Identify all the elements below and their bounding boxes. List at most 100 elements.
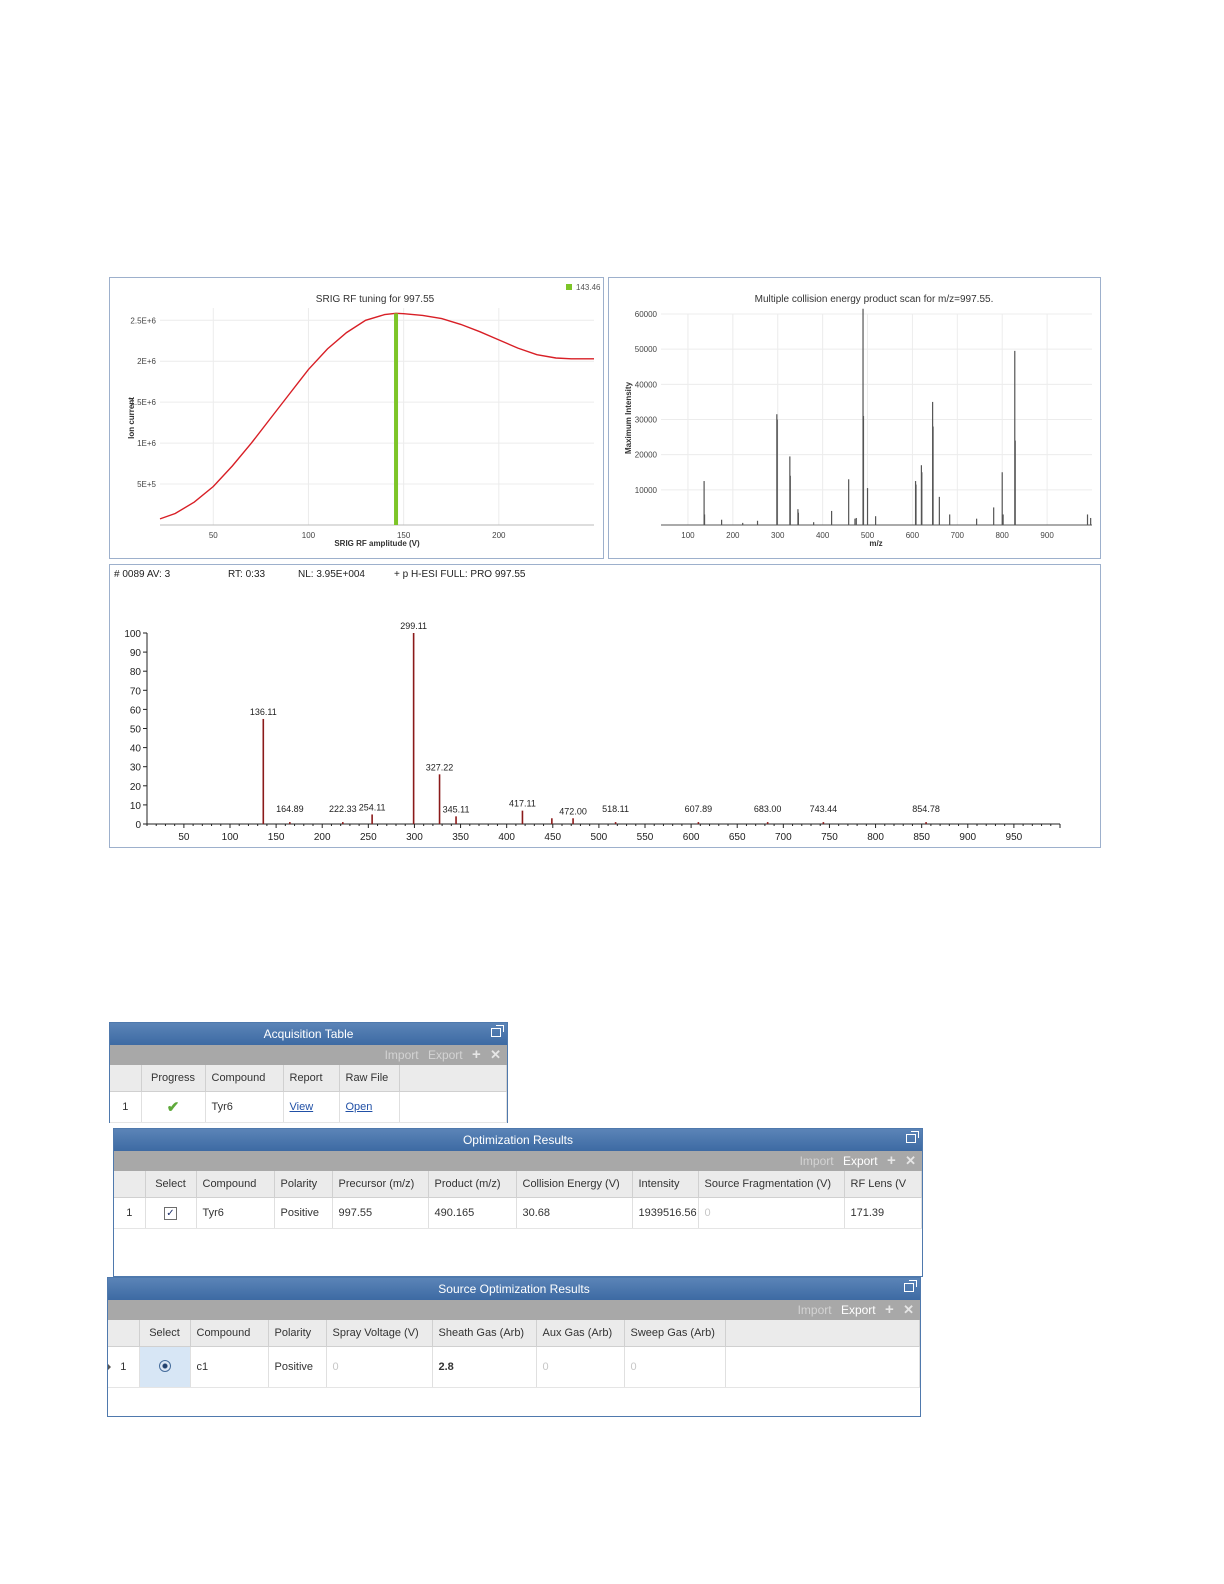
peak-label: 136.11 <box>250 707 277 717</box>
row-number: 1 <box>120 1361 127 1373</box>
col-header-rownum <box>110 1065 142 1092</box>
x-tick-label: 100 <box>222 832 239 843</box>
product-cell[interactable]: 490.165 <box>428 1197 517 1229</box>
restore-window-icon[interactable] <box>906 1131 919 1143</box>
chart-title: SRIG RF tuning for 997.55 <box>316 294 435 305</box>
col-header-rownum <box>108 1320 140 1347</box>
scan-number: # 0089 AV: 3 <box>114 569 171 580</box>
peak-label: 254.11 <box>359 802 386 812</box>
close-icon[interactable]: ✕ <box>903 1302 914 1317</box>
add-icon[interactable]: + <box>886 1152 896 1169</box>
y-tick-label: 2E+6 <box>137 357 156 366</box>
col-header-report[interactable]: Report <box>283 1065 340 1092</box>
col-header-polarity[interactable]: Polarity <box>274 1171 333 1198</box>
col-header-precursor[interactable]: Precursor (m/z) <box>332 1171 429 1198</box>
aux-gas-cell[interactable]: 0 <box>536 1346 625 1388</box>
col-header-raw-file[interactable]: Raw File <box>339 1065 400 1092</box>
col-header-product[interactable]: Product (m/z) <box>428 1171 517 1198</box>
select-cell <box>139 1346 191 1388</box>
col-header-rownum <box>114 1171 146 1198</box>
precursor-cell[interactable]: 997.55 <box>332 1197 429 1229</box>
table-row[interactable]: 1 ✓ Tyr6 Positive 997.55 490.165 30.68 1… <box>114 1197 922 1229</box>
legend-label: 143.46 <box>576 283 601 292</box>
rf-lens-cell[interactable]: 171.39 <box>844 1197 922 1229</box>
col-header-source-fragmentation[interactable]: Source Fragmentation (V) <box>698 1171 845 1198</box>
table-row[interactable]: 1 ✔ Tyr6 View Open <box>110 1091 507 1123</box>
col-header-select[interactable]: Select <box>139 1320 191 1347</box>
x-tick-label: 700 <box>775 832 792 843</box>
source-fragmentation-cell[interactable]: 0 <box>698 1197 845 1229</box>
col-header-spray-voltage[interactable]: Spray Voltage (V) <box>326 1320 433 1347</box>
x-tick-label: 750 <box>821 832 838 843</box>
sweep-gas-cell[interactable]: 0 <box>624 1346 726 1388</box>
import-button[interactable]: Import <box>384 1048 419 1062</box>
compound-cell[interactable]: Tyr6 <box>205 1091 284 1123</box>
intensity-cell[interactable]: 1939516.56 <box>632 1197 699 1229</box>
source-optimization-header: Source Optimization Results <box>108 1278 920 1300</box>
optimization-toolbar: Import Export + ✕ <box>114 1151 922 1171</box>
col-header-aux-gas[interactable]: Aux Gas (Arb) <box>536 1320 625 1347</box>
source-optimization-title: Source Optimization Results <box>438 1282 590 1296</box>
polarity-cell[interactable]: Positive <box>274 1197 333 1229</box>
y-tick-label: 5E+5 <box>137 480 156 489</box>
export-button[interactable]: Export <box>840 1303 876 1317</box>
sheath-gas-cell[interactable]: 2.8 <box>432 1346 537 1388</box>
y-tick-label: 1E+6 <box>137 439 156 448</box>
export-button[interactable]: Export <box>842 1154 878 1168</box>
peak-label: 345.11 <box>443 804 470 814</box>
x-tick-label: 150 <box>268 832 285 843</box>
x-tick-label: 250 <box>360 832 377 843</box>
col-header-compound[interactable]: Compound <box>190 1320 269 1347</box>
x-tick-label: 350 <box>452 832 469 843</box>
col-header-rf-lens[interactable]: RF Lens (V <box>844 1171 922 1198</box>
y-tick-label: 100 <box>124 629 141 640</box>
add-icon[interactable]: + <box>884 1301 894 1318</box>
view-report-link[interactable]: View <box>289 1101 314 1113</box>
acquisition-table-panel: Acquisition Table Import Export + ✕ Prog… <box>109 1022 508 1123</box>
x-tick-label: 650 <box>729 832 746 843</box>
col-header-filler <box>399 1065 507 1092</box>
select-checkbox[interactable]: ✓ <box>164 1206 177 1220</box>
open-raw-file-link[interactable]: Open <box>345 1101 373 1113</box>
restore-window-icon[interactable] <box>904 1280 917 1292</box>
y-tick-label: 50000 <box>635 345 658 354</box>
y-tick-label: 0 <box>135 820 141 831</box>
export-button[interactable]: Export <box>427 1048 463 1062</box>
col-header-sheath-gas[interactable]: Sheath Gas (Arb) <box>432 1320 537 1347</box>
table-row[interactable]: 1 c1 Positive 0 2.8 0 0 <box>108 1346 920 1388</box>
collision-energy-cell[interactable]: 30.68 <box>516 1197 633 1229</box>
compound-cell[interactable]: c1 <box>190 1346 269 1388</box>
spray-voltage-cell[interactable]: 0 <box>326 1346 433 1388</box>
x-tick-label: 300 <box>406 832 423 843</box>
y-tick-label: 90 <box>130 648 142 659</box>
add-icon[interactable]: + <box>471 1046 481 1063</box>
raw-file-cell: Open <box>339 1091 400 1123</box>
col-header-polarity[interactable]: Polarity <box>268 1320 327 1347</box>
acquisition-toolbar: Import Export + ✕ <box>110 1045 507 1065</box>
x-tick-label: 100 <box>681 531 695 540</box>
import-button[interactable]: Import <box>797 1303 832 1317</box>
x-tick-label: 800 <box>867 832 884 843</box>
col-header-sweep-gas[interactable]: Sweep Gas (Arb) <box>624 1320 726 1347</box>
polarity-cell[interactable]: Positive <box>268 1346 327 1388</box>
y-tick-label: 20000 <box>635 451 658 460</box>
col-header-compound[interactable]: Compound <box>205 1065 284 1092</box>
close-icon[interactable]: ✕ <box>905 1153 916 1168</box>
source-optimization-panel: Source Optimization Results Import Expor… <box>107 1277 921 1417</box>
col-header-select[interactable]: Select <box>145 1171 197 1198</box>
compound-cell[interactable]: Tyr6 <box>196 1197 275 1229</box>
import-button[interactable]: Import <box>799 1154 834 1168</box>
mass-spectrum-chart: # 0089 AV: 3 RT: 0:33 NL: 3.95E+004 + p … <box>114 569 1061 843</box>
y-tick-label: 40000 <box>635 380 658 389</box>
col-header-compound[interactable]: Compound <box>196 1171 275 1198</box>
y-tick-label: 20 <box>130 782 142 793</box>
srig-rf-tuning-chart: SRIG RF tuning for 997.55 143.46 Ion cur… <box>127 283 601 548</box>
peak-label: 607.89 <box>685 804 713 814</box>
restore-window-icon[interactable] <box>491 1025 504 1037</box>
col-header-progress[interactable]: Progress <box>141 1065 206 1092</box>
close-icon[interactable]: ✕ <box>490 1047 501 1062</box>
col-header-collision-energy[interactable]: Collision Energy (V) <box>516 1171 633 1198</box>
filler-cell <box>399 1091 507 1123</box>
col-header-intensity[interactable]: Intensity <box>632 1171 699 1198</box>
select-radio[interactable] <box>158 1359 171 1372</box>
